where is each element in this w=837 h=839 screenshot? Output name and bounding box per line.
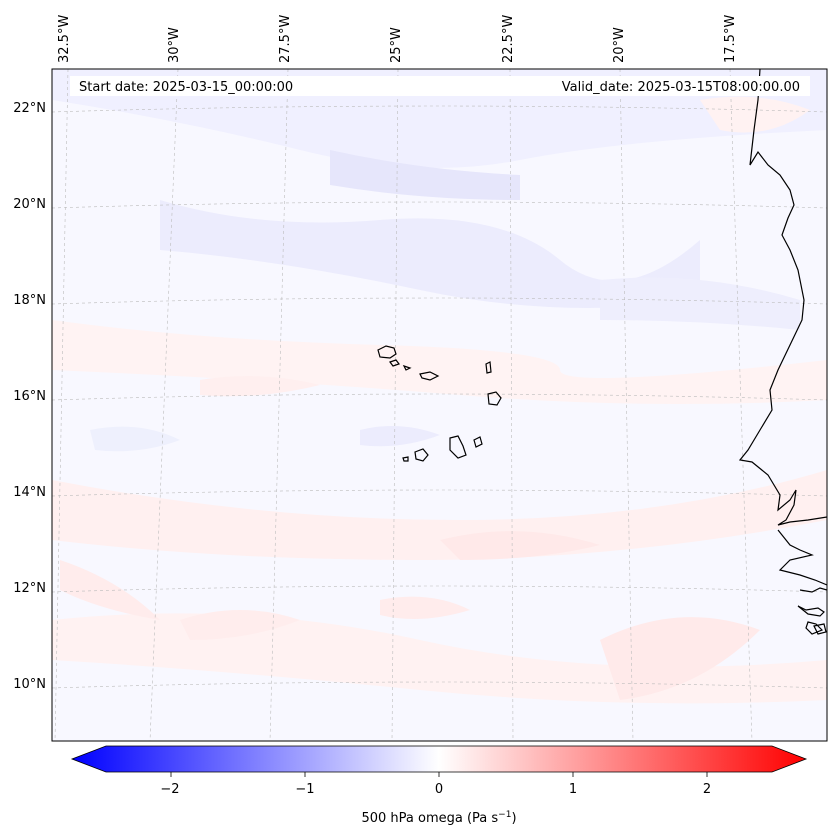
lat-label-12n: 12°N xyxy=(13,581,46,596)
cape-verde-fogo xyxy=(414,448,429,462)
colorbar-tick-label: −2 xyxy=(160,782,179,797)
colorbar-tick-label: 1 xyxy=(569,782,577,797)
title-box xyxy=(70,76,810,96)
lat-label-10n: 10°N xyxy=(13,677,46,692)
lat-label-18n: 18°N xyxy=(13,293,46,308)
valid-date-label: Valid_date: 2025-03-15T08:00:00.00 xyxy=(562,80,800,95)
colorbar-label: 500 hPa omega (Pa s−1) xyxy=(361,810,516,826)
lon-label-27-5w: 27.5°W xyxy=(278,15,293,63)
cape-verde-sao-nicolau xyxy=(419,371,440,381)
lat-label-22n: 22°N xyxy=(13,101,46,116)
cape-verde-boa-vista xyxy=(487,391,502,406)
cape-verde-santiago xyxy=(449,435,467,459)
lat-label-20n: 20°N xyxy=(13,197,46,212)
cape-verde-sal xyxy=(485,361,492,374)
colorbar-tick-label: 2 xyxy=(703,782,711,797)
colorbar-tick-label: 0 xyxy=(435,782,443,797)
cape-verde-maio xyxy=(473,436,483,448)
lon-label-25w: 25°W xyxy=(389,27,404,63)
colorbar-tick-label: −1 xyxy=(295,782,314,797)
lon-label-32-5w: 32.5°W xyxy=(57,15,72,63)
cape-verde-brava xyxy=(402,456,409,462)
lon-label-22-5w: 22.5°W xyxy=(501,15,516,63)
lat-label-16n: 16°N xyxy=(13,389,46,404)
lon-label-30w: 30°W xyxy=(167,27,182,63)
coastlines xyxy=(377,69,827,635)
lat-label-14n: 14°N xyxy=(13,485,46,500)
graticule xyxy=(52,69,827,741)
map-frame xyxy=(51,68,828,742)
lon-label-20w: 20°W xyxy=(612,27,627,63)
start-date-label: Start date: 2025-03-15_00:00:00 xyxy=(79,80,293,95)
colorbar-body xyxy=(70,745,808,773)
guinea-coastline xyxy=(777,529,827,586)
cape-verde-sao-vicente xyxy=(389,359,400,367)
cape-verde-santo-antao xyxy=(377,345,397,359)
africa-coastline xyxy=(738,69,827,526)
lon-label-17-5w: 17.5°W xyxy=(723,15,738,63)
colorbar: −2 −1 0 1 2 500 hPa omega (Pa s−1) xyxy=(70,745,808,826)
omega-field xyxy=(52,69,827,741)
